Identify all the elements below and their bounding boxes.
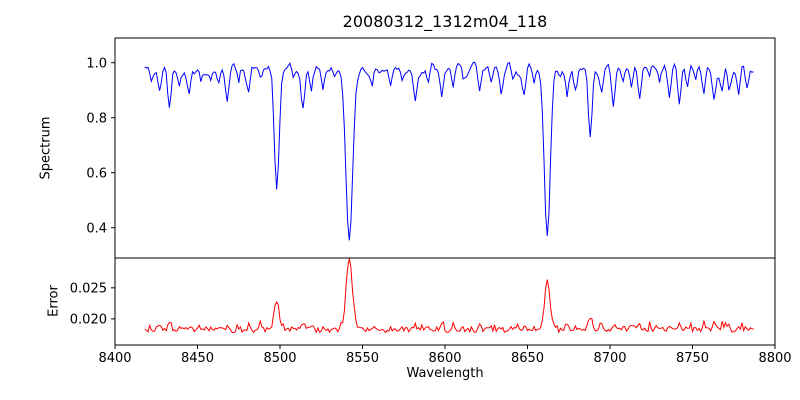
x-tick-label: 8450 — [181, 351, 214, 366]
x-tick-label: 8400 — [98, 351, 131, 366]
error-line — [144, 258, 754, 334]
x-tick-label: 8500 — [263, 351, 296, 366]
x-tick-label: 8550 — [346, 351, 379, 366]
x-tick-label: 8800 — [758, 351, 791, 366]
chart-title: 20080312_1312m04_118 — [342, 12, 548, 31]
spectrum-y-tick-label: 0.4 — [86, 221, 107, 236]
x-axis-label: Wavelength — [406, 366, 484, 381]
spectrum-y-axis-label: Spectrum — [38, 116, 54, 180]
error-y-tick-label: 0.020 — [70, 312, 107, 327]
spectrum-y-tick-label: 0.6 — [86, 166, 107, 181]
x-tick-label: 8650 — [511, 351, 544, 366]
spectrum-line — [144, 61, 754, 241]
error-panel-border — [114, 257, 776, 346]
x-tick-label: 8600 — [428, 351, 461, 366]
spectrum-y-tick-label: 1.0 — [86, 56, 107, 71]
x-tick-label: 8700 — [593, 351, 626, 366]
x-tick-label: 8750 — [676, 351, 709, 366]
error-y-tick-label: 0.025 — [70, 281, 107, 296]
error-y-axis-label: Error — [46, 285, 62, 317]
spectrum-y-tick-label: 0.8 — [86, 111, 107, 126]
